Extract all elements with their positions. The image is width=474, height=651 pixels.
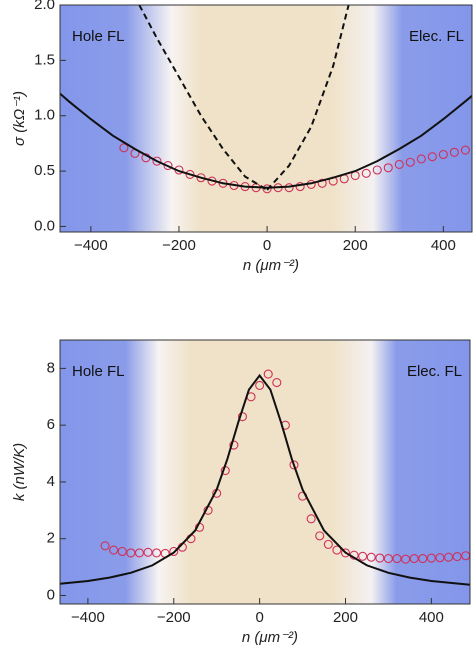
x-tick-label: 200 (333, 609, 358, 626)
y-tick-label: 0.0 (34, 217, 55, 234)
data-point (262, 184, 272, 194)
solid-curve (60, 92, 472, 189)
x-tick-label: 400 (419, 609, 444, 626)
y-tick-label: 8 (47, 359, 55, 376)
x-tick-label: 0 (263, 237, 271, 254)
data-point (418, 554, 428, 564)
data-point (255, 380, 265, 390)
data-point (460, 145, 470, 155)
data-point (332, 545, 342, 555)
x-axis-label: n (μm⁻²) (242, 629, 298, 646)
data-point (405, 157, 415, 167)
plot-background (60, 5, 472, 232)
data-point (143, 547, 153, 557)
data-point (289, 460, 299, 470)
x-axis-label: n (μm⁻²) (243, 257, 299, 274)
data-point (392, 554, 402, 564)
plot-area (60, 369, 470, 586)
x-tick-label: −200 (162, 237, 196, 254)
data-point (427, 152, 437, 162)
y-tick-label: 0 (47, 586, 55, 603)
data-point (306, 514, 316, 524)
annotation: Elec. FL (409, 28, 464, 45)
y-tick-label: 2.0 (34, 0, 55, 13)
data-point (169, 546, 179, 557)
data-point (152, 548, 162, 558)
data-point (452, 552, 462, 562)
data-point (409, 554, 419, 564)
data-point (117, 546, 127, 557)
data-point (134, 548, 144, 558)
data-point (383, 163, 393, 173)
x-tick-label: −200 (157, 609, 191, 626)
data-point (229, 440, 239, 450)
data-point (443, 552, 454, 562)
data-point (358, 551, 368, 561)
data-point (295, 182, 305, 192)
annotation: Elec. FL (407, 363, 462, 380)
data-point (317, 178, 327, 188)
y-axis-label: k (nW/K) (11, 443, 28, 501)
data-point (185, 169, 195, 179)
dashed-curve (138, 5, 268, 191)
x-tick-label: 200 (343, 237, 368, 254)
data-point (272, 378, 282, 388)
plot-frame (59, 4, 473, 233)
x-tick-label: 0 (255, 609, 263, 626)
data-point (163, 161, 173, 171)
y-tick-label: 1.5 (34, 51, 55, 68)
data-point (366, 552, 376, 562)
y-tick-label: 1.0 (34, 107, 55, 124)
data-point (394, 159, 404, 170)
data-point (119, 143, 129, 153)
data-point (315, 531, 325, 541)
annotation: Hole FL (72, 363, 125, 380)
solid-curve (60, 373, 470, 586)
data-point (152, 156, 162, 166)
dashed-curve (266, 5, 350, 191)
plot-frame (59, 339, 471, 605)
data-point (401, 554, 411, 564)
data-point (449, 147, 459, 157)
data-point (109, 545, 119, 555)
data-point (383, 554, 393, 564)
y-tick-label: 4 (47, 473, 55, 490)
data-point (263, 369, 273, 379)
x-tick-label: 400 (431, 237, 456, 254)
data-point (416, 154, 426, 164)
data-point (372, 165, 382, 175)
data-point (323, 539, 333, 549)
data-point (361, 168, 371, 178)
data-point (438, 149, 448, 160)
x-tick-label: −400 (74, 237, 108, 254)
y-axis-label: σ (kΩ⁻¹) (11, 91, 28, 146)
data-point (435, 553, 445, 563)
data-point (340, 548, 351, 558)
y-tick-label: 6 (47, 416, 55, 433)
annotation: Hole FL (72, 28, 125, 45)
data-point (100, 541, 110, 551)
plot-area (60, 5, 472, 194)
data-point (126, 548, 136, 558)
x-tick-label: −400 (71, 609, 105, 626)
y-tick-label: 2 (47, 530, 55, 547)
data-point (426, 553, 436, 563)
data-point (375, 553, 385, 563)
y-tick-label: 0.5 (34, 162, 55, 179)
